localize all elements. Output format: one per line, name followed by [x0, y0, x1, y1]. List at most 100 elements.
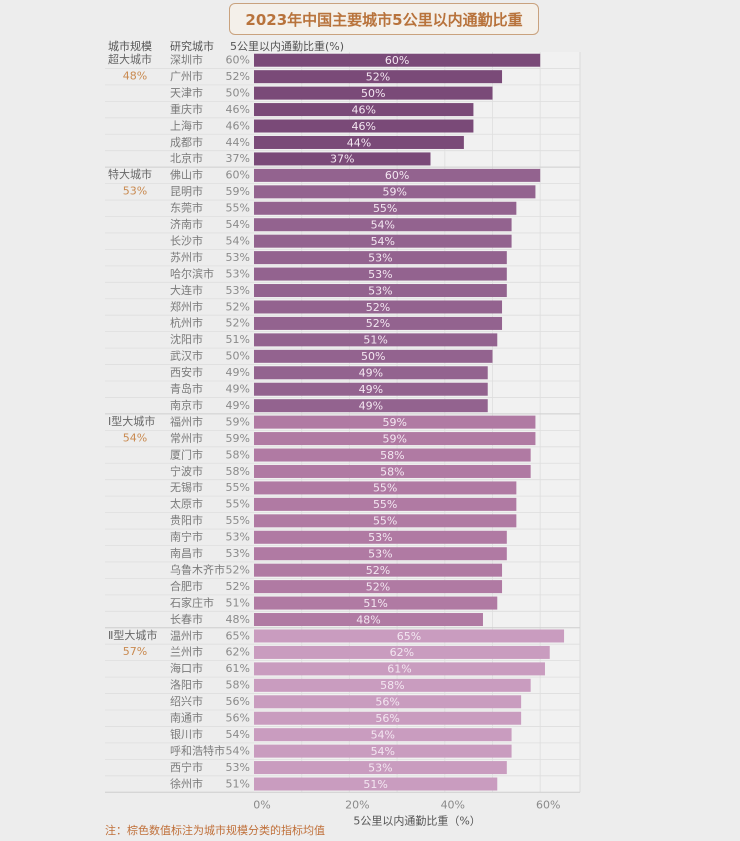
bar	[254, 711, 522, 725]
city-label: 天津市	[170, 85, 203, 99]
bar	[254, 448, 531, 462]
value-label: 54%	[226, 744, 250, 757]
city-label: 上海市	[170, 118, 203, 132]
value-label: 46%	[226, 103, 250, 116]
bar	[254, 662, 545, 676]
bar	[254, 580, 503, 594]
bar-data-label: 54%	[371, 235, 395, 248]
bar	[254, 70, 503, 84]
city-label: 徐州市	[170, 776, 203, 790]
group-label: 超大城市	[108, 52, 152, 66]
bar-data-label: 50%	[361, 87, 385, 100]
bar	[254, 678, 531, 692]
value-label: 55%	[226, 514, 250, 527]
bar-data-label: 44%	[347, 136, 371, 149]
bar	[254, 53, 541, 67]
bar-data-label: 52%	[366, 301, 390, 314]
value-label: 52%	[226, 317, 250, 330]
city-label: 长沙市	[170, 233, 203, 247]
x-tick-label: 20%	[345, 798, 369, 811]
value-label: 53%	[226, 547, 250, 560]
city-label: 成都市	[170, 135, 203, 149]
value-label: 51%	[226, 596, 250, 609]
city-label: 呼和浩特市	[170, 743, 225, 757]
group-mean-label: 53%	[123, 185, 147, 198]
bar	[254, 399, 488, 413]
bar	[254, 629, 565, 643]
city-label: 大连市	[170, 283, 203, 297]
bar-data-label: 59%	[382, 416, 406, 429]
bar	[254, 349, 493, 363]
city-label: 西宁市	[170, 760, 203, 774]
city-label: 南通市	[170, 711, 203, 725]
city-label: 沈阳市	[170, 332, 203, 346]
bar-data-label: 53%	[368, 268, 392, 281]
bar-data-label: 51%	[363, 597, 387, 610]
header-scale: 城市规模	[108, 40, 152, 53]
city-label: 长春市	[170, 612, 203, 626]
bar	[254, 316, 503, 330]
city-label: 兰州市	[170, 645, 203, 659]
value-label: 55%	[226, 498, 250, 511]
bar-data-label: 52%	[366, 70, 390, 83]
city-label: 银川市	[170, 727, 203, 741]
bar-data-label: 58%	[380, 679, 404, 692]
bar-data-label: 61%	[387, 663, 411, 676]
bar-data-label: 62%	[390, 646, 414, 659]
bar	[254, 777, 498, 791]
bar-data-label: 53%	[368, 548, 392, 561]
group-label: Ⅱ型大城市	[108, 628, 157, 642]
bar	[254, 135, 464, 149]
value-label: 55%	[226, 202, 250, 215]
bar-data-label: 54%	[371, 728, 395, 741]
bar-data-label: 55%	[373, 515, 397, 528]
bar	[254, 103, 474, 117]
city-label: 石家庄市	[170, 595, 214, 609]
bar-data-label: 53%	[368, 531, 392, 544]
bar-data-label: 49%	[359, 367, 383, 380]
bar	[254, 530, 507, 544]
city-label: 杭州市	[170, 316, 203, 330]
bar-data-label: 52%	[366, 564, 390, 577]
bar	[254, 645, 550, 659]
bar-data-label: 59%	[382, 186, 406, 199]
bar	[254, 596, 498, 610]
bar-data-label: 48%	[356, 613, 380, 626]
value-label: 52%	[226, 563, 250, 576]
city-label: 温州市	[170, 628, 203, 642]
bar-data-label: 55%	[373, 202, 397, 215]
city-label: 贵阳市	[170, 513, 203, 527]
city-label: 东莞市	[170, 201, 203, 215]
x-tick-label: 40%	[441, 798, 465, 811]
city-label: 苏州市	[170, 250, 203, 264]
value-label: 62%	[226, 646, 250, 659]
city-label: 青岛市	[170, 382, 203, 396]
city-label: 武汉市	[170, 349, 203, 363]
bar-data-label: 52%	[366, 317, 390, 330]
bar-data-label: 60%	[385, 54, 409, 67]
value-label: 59%	[226, 432, 250, 445]
bar	[254, 300, 503, 314]
city-label: 南宁市	[170, 530, 203, 544]
bar	[254, 728, 512, 742]
value-label: 50%	[226, 350, 250, 363]
footnote: 注：棕色数值标注为城市规模分类的指标均值	[105, 824, 325, 837]
city-label: 西安市	[170, 365, 203, 379]
city-label: 佛山市	[170, 168, 203, 182]
group-mean-label: 54%	[123, 431, 147, 444]
value-label: 53%	[226, 761, 250, 774]
value-label: 50%	[226, 86, 250, 99]
bar	[254, 432, 536, 446]
city-label: 太原市	[170, 497, 203, 511]
city-label: 济南市	[170, 217, 203, 231]
value-label: 46%	[226, 119, 250, 132]
value-label: 52%	[226, 300, 250, 313]
group-mean-label: 57%	[123, 645, 147, 658]
bar	[254, 761, 507, 775]
value-label: 49%	[226, 399, 250, 412]
bar	[254, 168, 541, 182]
bar	[254, 481, 517, 495]
city-label: 厦门市	[170, 447, 203, 461]
bar-data-label: 46%	[351, 120, 375, 133]
